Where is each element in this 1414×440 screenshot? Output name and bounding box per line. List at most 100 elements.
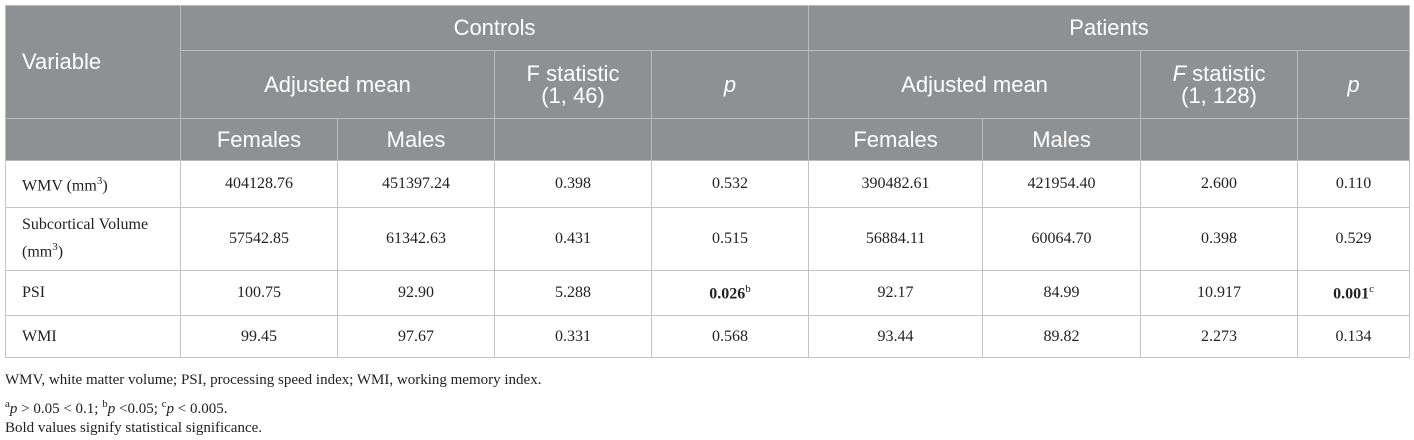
footnote-text: c	[161, 398, 167, 410]
cell-value: 0.110	[1335, 175, 1372, 192]
cell-value: 0.431	[555, 230, 591, 247]
table-row: WMV (mm3) 404128.76 451397.24 0.398 0.532 390…	[5, 160, 1411, 208]
cell-value: 0.398	[555, 175, 591, 192]
header-blank	[1140, 118, 1299, 161]
footnote: WMV, white matter volume; PSI, processin…	[5, 368, 541, 392]
variable-text: 3	[96, 175, 103, 188]
value-cell: 92.17	[808, 270, 984, 316]
value-cell: 0.431	[494, 207, 652, 271]
cell-value: 390482.61	[861, 175, 930, 192]
footnote-text: p	[166, 401, 175, 417]
cell-value: 0.134	[1335, 327, 1372, 345]
value-cell: 0.110	[1297, 160, 1411, 208]
table-row: Subcortical Volume (mm3) 57542.85 61342.63…	[5, 207, 1411, 271]
footnote-text: b	[102, 398, 108, 410]
cell-value: 2.600	[1201, 175, 1238, 192]
value-cell: 0.515	[650, 207, 810, 271]
cell-value: 84.99	[1043, 284, 1080, 301]
cell-value: 0.001	[1333, 285, 1370, 303]
table-row: PSI 100.75 92.90 5.288 0.026b 92.17 84.99 10.91…	[5, 270, 1411, 316]
cell-value: 10.917	[1197, 284, 1242, 301]
value-cell: 61342.63	[337, 207, 495, 271]
header-sex: Females	[180, 118, 338, 161]
variable-text: 3	[52, 241, 58, 254]
header-text: F	[1172, 60, 1187, 86]
header-adjusted-mean: Adjusted mean	[180, 50, 495, 119]
cell-value: 99.45	[241, 327, 277, 345]
cell-value: 451397.24	[382, 175, 450, 192]
value-cell: 0.529	[1297, 207, 1411, 271]
header-group: Controls	[179, 5, 810, 51]
value-cell: 451397.24	[337, 160, 495, 208]
header-text: statistic	[1186, 60, 1266, 86]
variable-text: Subcortical Volume (mm	[22, 216, 149, 261]
footnote-text: p	[107, 401, 116, 417]
footnote-text: <0.05;	[115, 401, 162, 417]
variable-text: WMI	[22, 327, 57, 345]
footnotes: WMV, white matter volume; PSI, processin…	[5, 368, 541, 440]
value-cell: 0.026b	[650, 270, 810, 316]
header-f-statistic: F statistic (1, 128)	[1140, 50, 1299, 119]
cell-value: 421954.40	[1027, 175, 1096, 192]
cell-value: 0.515	[712, 230, 749, 247]
footnote-text: a	[5, 398, 10, 410]
value-cell: 0.134	[1297, 315, 1411, 358]
value-cell: 421954.40	[982, 160, 1142, 208]
variable-cell: WMI	[5, 315, 181, 358]
cell-value: 61342.63	[386, 230, 446, 247]
variable-text: )	[102, 177, 108, 195]
value-cell: 0.568	[650, 315, 810, 358]
header-sex: Females	[808, 118, 984, 161]
cell-value: 0.532	[712, 175, 749, 192]
cell-note: c	[1369, 282, 1374, 295]
header-group: Patients	[808, 5, 1411, 51]
footnote-text: WMV, white matter volume; PSI, processin…	[5, 372, 542, 388]
value-cell: 404128.76	[180, 160, 338, 208]
footnote: Bold values signify statistical signific…	[5, 416, 541, 440]
value-cell: 100.75	[180, 270, 338, 316]
value-cell: 57542.85	[180, 207, 338, 271]
cell-value: 0.331	[555, 327, 591, 345]
header-text: (1, 46)	[541, 82, 605, 108]
header-f-statistic: F statistic (1, 46)	[494, 50, 652, 119]
value-cell: 93.44	[808, 315, 984, 358]
value-cell: 97.67	[337, 315, 495, 358]
cell-note: b	[745, 282, 751, 295]
cell-value: 100.75	[237, 284, 281, 301]
cell-value: 97.67	[398, 327, 434, 345]
footnote-text: < 0.005.	[174, 401, 228, 417]
results-table: Variable Controls Patients Adjusted mean…	[5, 5, 1411, 358]
value-cell: 89.82	[982, 315, 1142, 358]
value-cell: 60064.70	[982, 207, 1142, 271]
header-blank	[1297, 118, 1411, 161]
value-cell: 2.273	[1140, 315, 1299, 358]
value-cell: 84.99	[982, 270, 1142, 316]
cell-value: 93.44	[877, 327, 914, 345]
header-sex: Males	[337, 118, 495, 161]
footnote: ap > 0.05 < 0.1; bp <0.05; cp < 0.005.	[5, 392, 541, 417]
cell-value: 60064.70	[1031, 230, 1092, 247]
value-cell: 56884.11	[808, 207, 984, 271]
value-cell: 0.001c	[1297, 270, 1411, 316]
header-blank	[494, 118, 652, 161]
header-blank	[5, 118, 181, 161]
variable-cell: PSI	[5, 270, 181, 316]
cell-value: 5.288	[555, 284, 591, 301]
header-p: p	[650, 50, 810, 119]
cell-value: 56884.11	[865, 230, 926, 247]
value-cell: 0.331	[494, 315, 652, 358]
value-cell: 0.398	[494, 160, 652, 208]
header-blank	[650, 118, 810, 161]
variable-cell: Subcortical Volume (mm3)	[5, 207, 181, 271]
footnote-text: p	[9, 401, 18, 417]
table-body: WMV (mm3) 404128.76 451397.24 0.398 0.532 390…	[5, 160, 1411, 358]
header-text: F statistic	[526, 60, 620, 86]
value-cell: 390482.61	[808, 160, 984, 208]
header-p: p	[1297, 50, 1411, 119]
variable-text: PSI	[22, 284, 46, 301]
cell-value: 0.529	[1335, 230, 1372, 247]
value-cell: 2.600	[1140, 160, 1299, 208]
header-adjusted-mean: Adjusted mean	[808, 50, 1142, 119]
cell-value: 0.026	[709, 285, 746, 303]
